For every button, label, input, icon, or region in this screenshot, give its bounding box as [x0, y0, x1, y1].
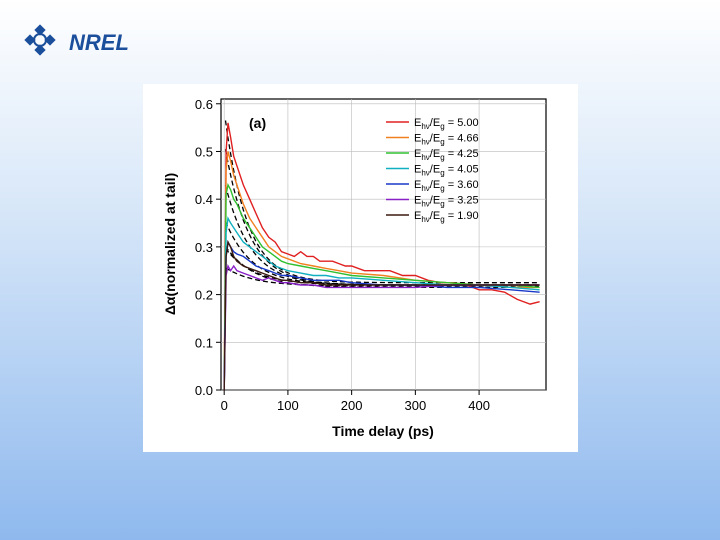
- x-tick-label: 400: [468, 398, 490, 413]
- legend-label: Ehν/Eg = 5.00: [414, 117, 479, 131]
- fit-curve: [224, 120, 539, 284]
- legend-label: Ehν/Eg = 4.25: [414, 148, 479, 162]
- y-tick-label: 0.5: [195, 144, 213, 159]
- panel-label: (a): [249, 115, 266, 131]
- series-line: [223, 239, 540, 391]
- nrel-logo: [24, 24, 56, 56]
- chart: 0.0 0.1 0.2 0.3 0.4 0.5 0.6 0 100 200 300 400 (a) E…: [162, 97, 547, 439]
- data-series: [223, 122, 540, 391]
- nrel-logo-mark-icon: [24, 24, 56, 56]
- x-axis-label: Time delay (ps): [332, 423, 434, 439]
- legend-label: Ehν/Eg = 3.60: [414, 179, 479, 193]
- x-tick-label: 100: [277, 398, 299, 413]
- y-tick-label: 0.6: [195, 97, 213, 112]
- x-tick-label: 0: [221, 398, 228, 413]
- chart-card: 0.0 0.1 0.2 0.3 0.4 0.5 0.6 0 100 200 300 400 (a) E…: [143, 84, 578, 452]
- series-line: [223, 263, 540, 391]
- fit-curve: [224, 246, 539, 289]
- axis-ticks: 0.0 0.1 0.2 0.3 0.4 0.5 0.6 0 100 200 300 400: [195, 97, 490, 413]
- x-tick-label: 300: [405, 398, 427, 413]
- legend-label: Ehν/Eg = 4.05: [414, 164, 479, 178]
- y-tick-label: 0.2: [195, 288, 213, 303]
- series-line: [223, 216, 540, 391]
- legend-label: Ehν/Eg = 4.66: [414, 133, 479, 147]
- series-line: [223, 182, 540, 391]
- series-line: [223, 239, 540, 391]
- y-tick-label: 0.1: [195, 335, 213, 350]
- y-tick-label: 0.3: [195, 240, 213, 255]
- plot-frame: [220, 98, 547, 391]
- legend-label: Ehν/Eg = 3.25: [414, 195, 479, 209]
- y-tick-label: 0.0: [195, 383, 213, 398]
- series-line: [223, 122, 540, 391]
- nrel-logo-text: NREL: [69, 30, 129, 55]
- x-tick-label: 200: [341, 398, 363, 413]
- grid: [221, 99, 546, 391]
- fit-curves: [224, 120, 539, 289]
- y-tick-label: 0.4: [195, 192, 213, 207]
- legend-label: Ehν/Eg = 1.90: [414, 210, 479, 224]
- y-axis-label: Δα(normalized at tail): [162, 173, 178, 315]
